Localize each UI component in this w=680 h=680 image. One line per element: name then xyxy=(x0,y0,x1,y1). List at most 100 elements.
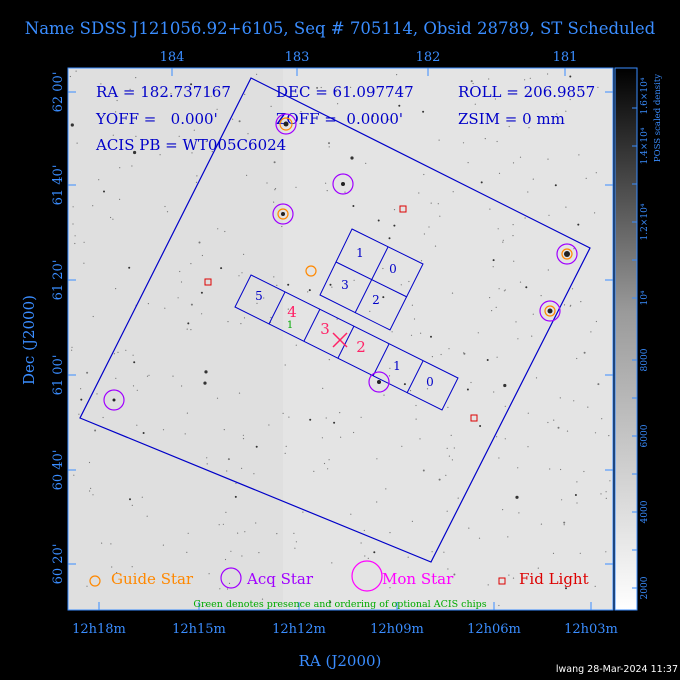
background-star xyxy=(92,205,94,207)
background-star xyxy=(293,532,295,535)
background-star xyxy=(373,551,376,554)
background-star xyxy=(164,205,166,208)
colorbar-tick-label: 1.2×10⁴ xyxy=(640,203,650,240)
background-star xyxy=(470,381,472,384)
background-star xyxy=(224,230,226,233)
bottom-axis: 12h18m 12h15m 12h12m 12h09m 12h06m 12h03… xyxy=(72,622,618,637)
background-star xyxy=(420,332,422,334)
background-star xyxy=(284,452,286,454)
acq-stars xyxy=(103,113,578,411)
background-star xyxy=(225,511,227,513)
background-star xyxy=(571,288,574,290)
acis-s-divider xyxy=(372,343,390,377)
background-star xyxy=(504,405,506,407)
background-star xyxy=(285,445,287,447)
bottom-tick-label: 12h03m xyxy=(564,622,618,637)
fid-lights xyxy=(204,205,478,422)
acq-star-icon xyxy=(539,300,561,322)
background-star xyxy=(80,398,83,401)
background-star xyxy=(256,73,258,75)
background-star xyxy=(238,120,241,123)
background-star xyxy=(227,321,229,323)
background-star xyxy=(235,482,237,484)
background-star xyxy=(83,262,85,264)
background-star xyxy=(577,223,580,226)
background-star xyxy=(273,201,275,203)
background-star xyxy=(131,566,133,568)
background-star xyxy=(595,172,597,174)
background-star xyxy=(352,205,355,207)
acis-i-chip-label: 2 xyxy=(372,293,380,307)
background-star xyxy=(364,555,366,557)
background-star xyxy=(300,111,302,113)
background-star xyxy=(507,536,509,538)
background-star xyxy=(385,488,387,490)
background-star xyxy=(502,241,504,243)
background-star xyxy=(273,161,276,164)
background-star xyxy=(453,573,456,576)
background-star xyxy=(71,349,73,351)
background-star xyxy=(102,416,104,419)
background-star xyxy=(597,86,599,88)
background-star xyxy=(502,509,504,511)
background-star xyxy=(320,86,322,89)
background-star xyxy=(423,173,425,176)
background-star xyxy=(496,140,498,143)
background-star xyxy=(238,275,240,277)
top-tick-label: 183 xyxy=(285,50,310,65)
x-axis-label: RA (J2000) xyxy=(299,652,382,670)
background-star xyxy=(601,418,603,420)
top-tick-label: 182 xyxy=(416,50,441,65)
guide-star-icon xyxy=(277,208,289,220)
pointing-info: RA = 182.737167 DEC = 61.097747 ROLL = 2… xyxy=(95,83,595,154)
background-star xyxy=(561,499,563,501)
background-star xyxy=(72,206,74,208)
background-star xyxy=(69,75,71,78)
background-star xyxy=(142,432,145,434)
bottom-tick-label: 12h06m xyxy=(467,622,521,637)
background-star xyxy=(287,283,290,286)
background-star xyxy=(242,438,245,440)
map-title: Name SDSS J121056.92+6105, Seq # 705114,… xyxy=(25,19,656,38)
background-star xyxy=(284,364,286,366)
background-star xyxy=(308,289,311,292)
background-star xyxy=(187,322,190,325)
background-star xyxy=(116,99,118,102)
background-star xyxy=(294,547,296,549)
background-star xyxy=(369,310,371,312)
background-star xyxy=(367,557,369,560)
background-star xyxy=(243,317,246,319)
acq-star-icon xyxy=(272,203,294,225)
left-axis: 62 00' 61 40' 61 20' 61 00' 60 40' 60 20… xyxy=(51,72,66,585)
background-star xyxy=(223,429,225,431)
acis-i-chip-label: 1 xyxy=(356,246,364,260)
background-star xyxy=(517,467,519,469)
background-star xyxy=(196,175,198,177)
background-star xyxy=(580,301,582,303)
background-star xyxy=(411,304,413,306)
background-star xyxy=(440,353,442,356)
background-star xyxy=(569,75,572,78)
background-star xyxy=(146,515,148,517)
background-star xyxy=(241,555,243,557)
background-star xyxy=(579,552,581,554)
background-star xyxy=(388,119,390,121)
guide-star-icon xyxy=(561,248,573,260)
background-star xyxy=(227,458,230,461)
background-star xyxy=(206,463,208,465)
background-star xyxy=(268,424,270,426)
background-star xyxy=(186,412,188,414)
background-star xyxy=(133,150,137,155)
background-star xyxy=(453,447,455,449)
background-star xyxy=(266,182,268,184)
background-star xyxy=(340,436,342,438)
plot-frame xyxy=(67,67,614,611)
background-star xyxy=(107,142,109,144)
background-star xyxy=(388,237,391,240)
background-star xyxy=(313,470,315,472)
background-star xyxy=(133,361,136,364)
background-star xyxy=(585,177,587,179)
yoff-value: YOFF = 0.000' xyxy=(95,110,218,128)
background-star xyxy=(480,181,483,184)
background-star xyxy=(325,182,327,184)
